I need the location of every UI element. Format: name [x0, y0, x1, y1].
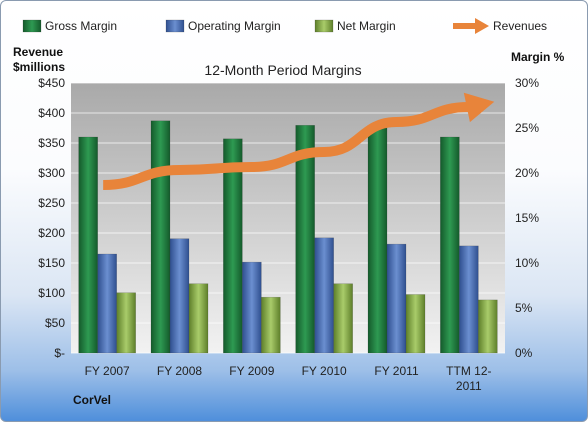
bars: [78, 120, 498, 354]
legend-swatch-gross-margin: [22, 19, 42, 33]
company-label: CorVel: [73, 393, 111, 407]
left-tick-label: $-: [54, 346, 65, 360]
bar-operating-margin: [169, 238, 190, 354]
x-tick-label: FY 2008: [157, 364, 202, 378]
left-axis-label-line1: Revenue: [13, 45, 63, 59]
x-tick-label: TTM 12-2011: [446, 364, 491, 393]
bar-net-margin: [405, 294, 426, 354]
x-tick-label: FY 2007: [85, 364, 130, 378]
left-tick-label: $400: [38, 106, 65, 120]
left-tick-label: $200: [38, 226, 65, 240]
bar-operating-margin: [459, 245, 479, 354]
left-axis-ticks: $- $50 $100 $150 $200 $250 $300 $350 $400 $450: [38, 76, 65, 360]
bar-operating-margin: [97, 253, 117, 354]
left-tick-label: $300: [38, 166, 65, 180]
bar-gross-margin: [440, 136, 460, 354]
bar-net-margin: [333, 283, 353, 354]
right-tick-label: 20%: [515, 166, 539, 180]
legend-swatch-net-margin: [314, 19, 334, 33]
revenue-arrow-head: [463, 92, 495, 123]
left-axis-label-line2: $millions: [13, 60, 65, 74]
legend-arrow-revenues: [475, 18, 489, 34]
bar-operating-margin: [242, 261, 262, 354]
revenue-line-path: [103, 102, 469, 190]
right-tick-label: 0%: [515, 346, 533, 360]
left-tick-label: $150: [38, 256, 65, 270]
bar-gross-margin: [150, 120, 171, 354]
plot-area: [71, 83, 505, 353]
legend-label: Operating Margin: [188, 19, 281, 33]
legend: Gross Margin Operating Margin Net Margin Re…: [22, 18, 547, 34]
right-axis-ticks: 0% 5% 10% 15% 20% 25% 30%: [515, 76, 539, 360]
x-tick-label: FY 2011: [374, 364, 419, 378]
bar-net-margin: [478, 299, 498, 354]
bar-gross-margin: [223, 138, 243, 354]
bar-operating-margin: [386, 243, 407, 354]
right-tick-label: 5%: [515, 301, 533, 315]
chart-title: 12-Month Period Margins: [204, 62, 361, 78]
legend-swatch-operating-margin: [165, 19, 185, 33]
bar-gross-margin: [367, 125, 388, 354]
bar-net-margin: [116, 292, 136, 354]
legend-label: Gross Margin: [45, 19, 117, 33]
left-tick-label: $350: [38, 136, 65, 150]
right-tick-label: 25%: [515, 121, 539, 135]
right-axis-label: Margin %: [511, 50, 565, 64]
bar-net-margin: [261, 296, 281, 354]
bar-operating-margin: [314, 237, 334, 354]
bar-net-margin: [188, 283, 209, 354]
x-tick-label: FY 2010: [302, 364, 347, 378]
x-tick-label: FY 2009: [229, 364, 274, 378]
left-tick-label: $250: [38, 196, 65, 210]
right-tick-label: 15%: [515, 211, 539, 225]
bar-gross-margin: [78, 136, 98, 354]
right-tick-label: 30%: [515, 76, 539, 90]
revenue-line: [103, 92, 495, 190]
right-tick-label: 10%: [515, 256, 539, 270]
legend-label: Revenues: [493, 19, 547, 33]
left-tick-label: $100: [38, 286, 65, 300]
left-tick-label: $50: [45, 316, 65, 330]
left-tick-label: $450: [38, 76, 65, 90]
legend-label: Net Margin: [337, 19, 396, 33]
x-axis-ticks: FY 2007 FY 2008 FY 2009 FY 2010 FY 2011 TTM 1…: [85, 364, 492, 393]
